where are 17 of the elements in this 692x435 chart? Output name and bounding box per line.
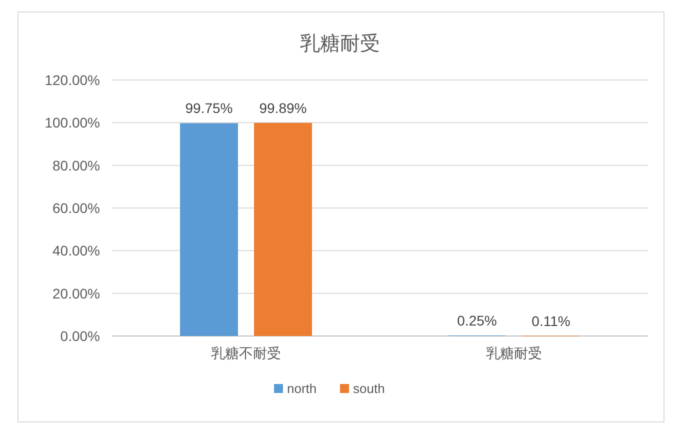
x-tick-label: 乳糖不耐受 <box>211 345 281 361</box>
y-tick-label: 100.00% <box>44 114 100 131</box>
y-tick-label: 60.00% <box>52 200 100 216</box>
legend-label: south <box>353 381 385 396</box>
y-tick-label: 0.00% <box>60 328 100 344</box>
legend-label: north <box>287 381 317 396</box>
data-label: 99.89% <box>259 100 307 116</box>
data-label: 0.11% <box>532 312 570 329</box>
y-tick-label: 80.00% <box>52 157 100 174</box>
bar <box>254 122 312 336</box>
y-tick-label: 20.00% <box>52 285 100 302</box>
data-label: 99.75% <box>185 100 233 116</box>
y-tick-label: 120.00% <box>44 72 100 88</box>
data-label: 0.25% <box>457 312 497 328</box>
y-tick-label: 40.00% <box>52 242 100 259</box>
bar <box>180 123 238 336</box>
chart-title: 乳糖耐受 <box>300 33 380 55</box>
